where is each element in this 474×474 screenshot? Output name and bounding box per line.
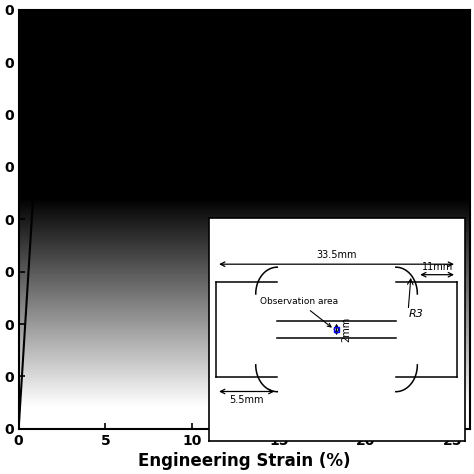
Text: 16.3%: 16.3% bbox=[296, 21, 349, 36]
Text: 5.5mm: 5.5mm bbox=[229, 395, 264, 405]
Text: 2mm: 2mm bbox=[341, 317, 351, 342]
Text: 11mm: 11mm bbox=[421, 262, 453, 272]
Text: 6.5%: 6.5% bbox=[110, 58, 153, 73]
Text: 2.5%: 2.5% bbox=[46, 110, 89, 125]
Text: Observation area: Observation area bbox=[260, 297, 338, 327]
Bar bbox=[334, 327, 339, 332]
Text: 10.3%: 10.3% bbox=[175, 37, 228, 52]
Text: 33.5mm: 33.5mm bbox=[316, 250, 357, 260]
Text: R3: R3 bbox=[408, 309, 423, 319]
X-axis label: Engineering Strain (%): Engineering Strain (%) bbox=[138, 452, 350, 470]
